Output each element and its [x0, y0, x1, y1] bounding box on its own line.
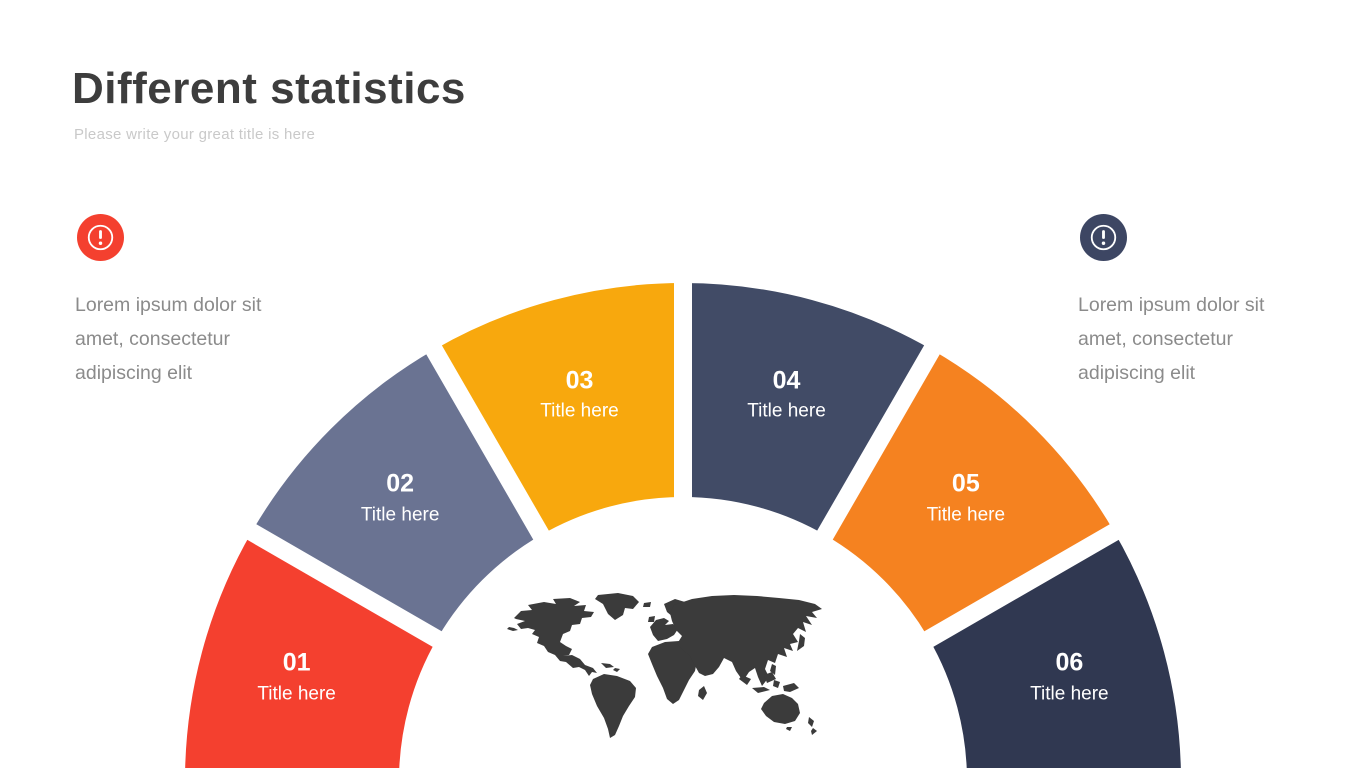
fan-segment-06	[929, 532, 1181, 768]
fan-segment-01	[185, 532, 437, 768]
note-line: Lorem ipsum dolor sit	[75, 294, 262, 316]
note-text: Lorem ipsum dolor sit amet, consectetur …	[75, 288, 285, 390]
note-line: Lorem ipsum dolor sit	[1078, 294, 1265, 316]
segment-divider	[886, 503, 1156, 669]
note-left: Lorem ipsum dolor sit amet, consectetur …	[75, 214, 285, 390]
segment-divider	[210, 503, 480, 669]
segment-divider	[405, 308, 571, 578]
world-map-shapes	[507, 593, 822, 738]
note-line: adipiscing elit	[75, 362, 193, 384]
world-map	[507, 593, 822, 738]
fan-segment-04	[683, 283, 932, 535]
segment-divider	[795, 308, 961, 578]
note-line: amet, consectetur	[1078, 328, 1233, 350]
note-right: Lorem ipsum dolor sit amet, consectetur …	[1078, 214, 1288, 390]
alert-icon	[77, 214, 124, 261]
alert-icon	[1080, 214, 1127, 261]
note-text: Lorem ipsum dolor sit amet, consectetur …	[1078, 288, 1288, 390]
fan-segment-03	[434, 283, 683, 535]
note-line: amet, consectetur	[75, 328, 230, 350]
note-line: adipiscing elit	[1078, 362, 1196, 384]
page-title: Different statistics	[72, 64, 466, 113]
page-subtitle: Please write your great title is here	[74, 126, 316, 143]
